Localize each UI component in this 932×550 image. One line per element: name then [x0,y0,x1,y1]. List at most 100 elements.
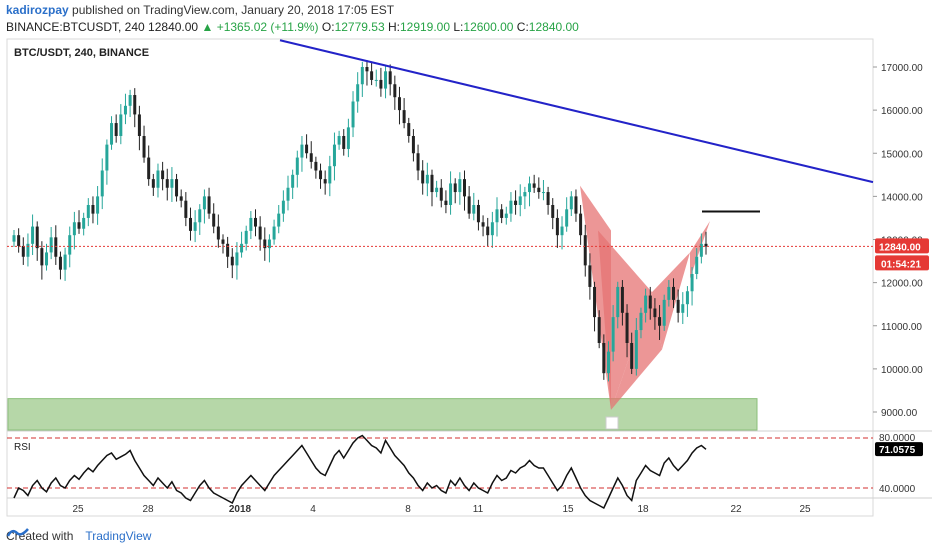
candle-body [267,239,271,249]
candle-body [309,153,313,162]
candle-body [272,226,276,240]
chart-svg[interactable]: 17000.0016000.0015000.0014000.0013000.00… [0,0,932,526]
candle-body [314,161,318,171]
candle-body [328,166,332,184]
candle-body [397,97,401,111]
candle-body [332,144,336,167]
price-change: +1365.02 (+11.9%) [216,20,319,34]
candle-body [151,179,155,188]
candle-body [634,330,638,369]
candle-body [147,157,151,180]
candle-body [356,84,360,102]
candle-body [305,144,309,154]
candle-body [281,200,285,214]
candle-body [616,286,620,318]
candle-body [165,179,169,188]
candle-body [625,312,629,343]
candle-body [476,205,480,223]
candle-body [374,79,378,81]
candle-body [240,243,244,253]
candle-body [639,312,643,331]
candle-body [504,213,508,218]
countdown-label: 01:54:21 [881,259,921,270]
candle-body [221,239,225,244]
tradingview-link[interactable]: TradingView [85,529,152,543]
signal-marker [605,416,619,430]
price-tick-label: 14000.00 [881,192,923,203]
candle-body [86,205,90,218]
candle-body [593,286,597,318]
time-tick-label: 28 [142,504,154,515]
candle-body [388,71,392,85]
candle-body [21,245,25,257]
candle-body [230,256,234,266]
candle-body [216,226,220,240]
candle-body [532,183,536,188]
candle-body [337,136,341,145]
candle-body [226,243,230,257]
countdown-tag [875,255,929,271]
candle-body [676,299,680,313]
price-tick-label: 9000.00 [881,408,918,419]
time-tick-label: 18 [637,504,649,515]
candle-body [569,196,573,210]
candle-body [407,123,411,136]
candle-body [644,295,648,313]
candle-body [565,209,569,227]
candle-body [685,291,689,305]
candle-body [555,217,559,236]
candle-body [286,187,290,201]
candle-body [588,265,592,287]
author-name[interactable]: kadirozpay [6,3,69,17]
candle-body [537,187,541,193]
candle-body [453,183,457,193]
candle-body [444,200,448,205]
candle-body [68,235,72,255]
candle-body [137,114,141,136]
candle-body [26,243,30,257]
candle-body [17,235,21,246]
candle-body [583,235,587,266]
candle-body [100,170,104,197]
high-value: 12919.00 [399,20,451,34]
candle-body [699,243,703,257]
rsi-label: RSI [14,442,31,453]
candle-body [421,170,425,184]
candle-body [342,136,346,149]
candle-body [379,79,383,89]
candle-body [35,226,39,249]
candle-body [40,248,44,266]
publish-info: published on TradingView.com, January 20… [72,3,395,17]
candle-body [560,226,564,236]
candle-body [170,179,174,188]
symbol-line: BINANCE:BTCUSDT, 240 [6,20,145,34]
candle-body [319,170,323,180]
candle-body [72,222,76,236]
candle-body [462,179,466,197]
candle-body [490,222,494,236]
support-zone [7,398,758,431]
candle-body [179,196,183,201]
candle-body [110,123,114,145]
time-tick-label: 15 [562,504,574,515]
candle-body [291,174,295,188]
candle-body [249,217,253,231]
candle-body [193,222,197,231]
price-tick-label: 15000.00 [881,149,923,160]
candle-body [123,105,127,115]
candle-body [133,95,137,115]
candle-body [300,144,304,158]
candle-body [63,254,67,270]
candle-body [365,67,369,72]
candle-body [212,213,216,227]
low-value: 12600.00 [463,20,514,34]
candle-body [54,237,58,257]
open-value: 12779.53 [334,20,385,34]
candle-body [188,217,192,231]
trendline [279,39,874,184]
up-arrow-icon: ▲ [201,20,214,34]
time-tick-label: 8 [405,504,411,515]
candle-body [602,343,606,374]
last-price: 12840.00 [148,20,199,34]
candle-body [12,235,16,242]
